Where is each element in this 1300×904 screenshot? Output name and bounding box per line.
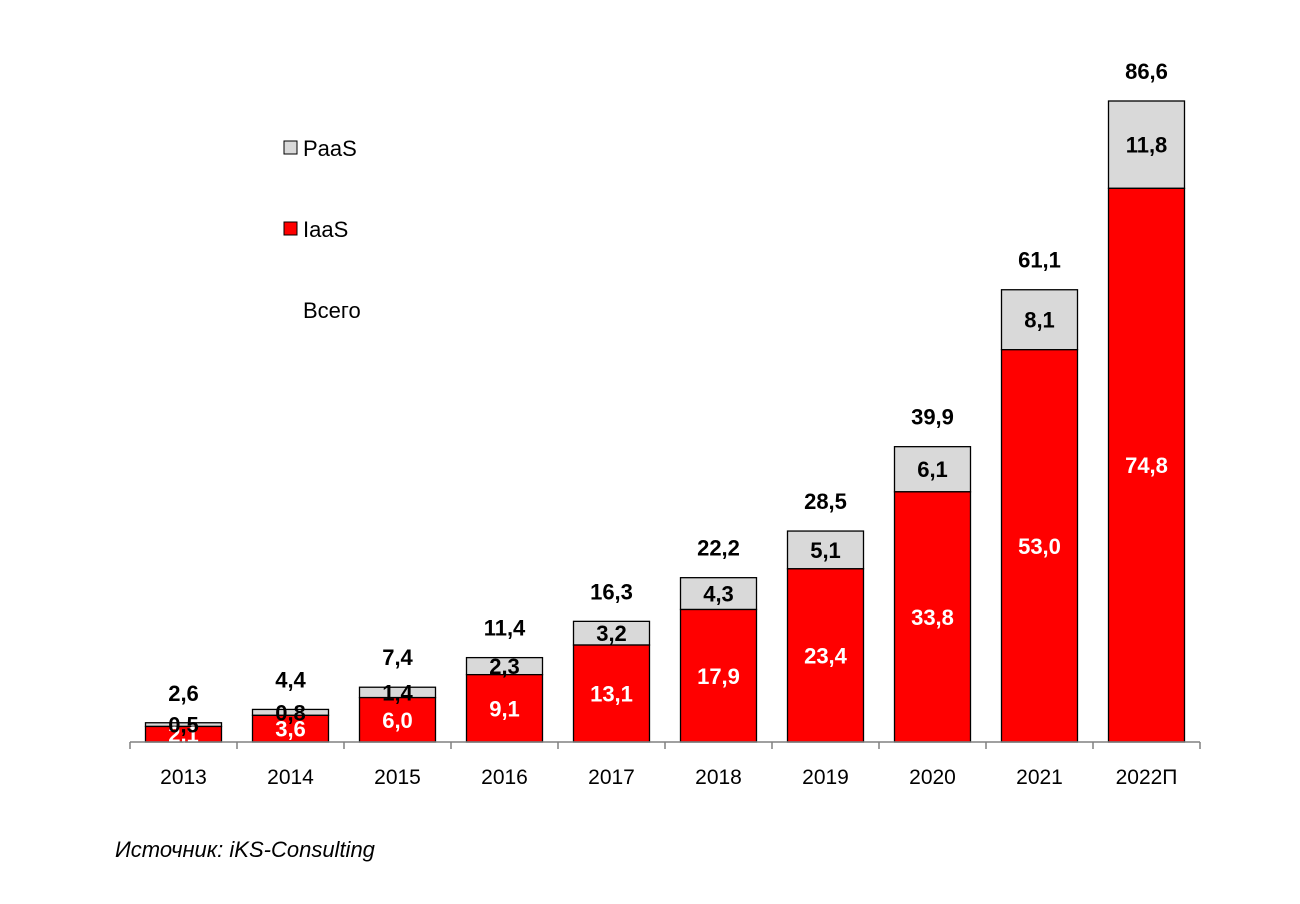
legend-label-total: Всего	[303, 298, 361, 323]
label-iaas-2015: 6,0	[382, 708, 413, 733]
tick-label-2019: 2019	[802, 766, 849, 789]
label-iaas-2014: 3,6	[275, 717, 306, 742]
label-total-2014: 4,4	[275, 667, 306, 692]
label-total-2015: 7,4	[382, 645, 413, 670]
bar-paas-2018	[679, 577, 758, 611]
label-iaas-2020: 33,8	[911, 605, 954, 630]
label-total-2017: 16,3	[590, 579, 633, 604]
bars-layer: 2,10,5 2,6 3,60,8 4,4 6,0 1,4 7,4 9,1 2,3 11,4 13,…	[144, 59, 1186, 747]
label-iaas-2018: 17,9	[697, 664, 740, 689]
label-iaas-2016: 9,1	[489, 696, 520, 721]
bar-iaas-2015	[358, 696, 437, 743]
label-iaas-2019: 23,4	[804, 643, 848, 668]
label-paas-2020: 6,1	[917, 457, 948, 482]
tick-label-2015: 2015	[374, 766, 421, 789]
label-total-2013: 2,6	[168, 681, 199, 706]
legend-label-paas: PaaS	[303, 136, 357, 161]
label-total-2018: 22,2	[697, 536, 740, 561]
legend: PaaS IaaS Всего	[283, 136, 361, 323]
label-iaas-2022П: 74,8	[1125, 453, 1168, 478]
source-note: Источник: iKS-Consulting	[115, 837, 376, 862]
tick-label-2017: 2017	[588, 766, 635, 789]
tick-label-2022П: 2022П	[1116, 766, 1178, 789]
tick-label-2018: 2018	[695, 766, 742, 789]
tick-label-2021: 2021	[1016, 766, 1063, 789]
legend-label-iaas: IaaS	[303, 217, 348, 242]
label-total-2019: 28,5	[804, 489, 847, 514]
label-total-2021: 61,1	[1018, 248, 1061, 273]
bar-iaas-2020	[893, 491, 972, 743]
bar-iaas-2019	[786, 568, 865, 743]
bar-iaas-2021	[1000, 349, 1079, 743]
label-iaas-2021: 53,0	[1018, 534, 1061, 559]
bar-paas-2022П	[1107, 100, 1186, 189]
bar-paas-2019	[786, 530, 865, 570]
label-paas-2021: 8,1	[1024, 308, 1055, 333]
label-paas-2018: 4,3	[703, 582, 734, 607]
bar-paas-2020	[893, 446, 972, 493]
label-paas-2022П: 11,8	[1126, 133, 1168, 158]
legend-swatch-paas	[283, 140, 298, 155]
label-iaas-2013: 2,1	[168, 722, 199, 747]
label-paas-2017: 3,2	[596, 621, 627, 646]
bar-iaas-2022П	[1107, 187, 1186, 743]
label-total-2022П: 86,6	[1125, 59, 1168, 84]
label-paas-2016: 2,3	[489, 654, 520, 679]
bar-paas-2021	[1000, 289, 1079, 351]
label-paas-2014: 0,8	[275, 700, 306, 725]
x-axis: 2013 2014 2015 2016 2017 2018 2019 2020 2021 2022…	[129, 741, 1201, 789]
tick-label-2013: 2013	[160, 766, 207, 789]
tick-label-2020: 2020	[909, 766, 956, 789]
legend-swatch-iaas	[283, 221, 298, 236]
label-total-2020: 39,9	[911, 405, 954, 430]
label-paas-2013: 0,5	[168, 713, 199, 738]
bar-iaas-2016	[465, 673, 544, 743]
label-paas-2015: 1,4	[382, 680, 413, 705]
label-total-2016: 11,4	[484, 616, 526, 641]
tick-label-2014: 2014	[267, 766, 314, 789]
label-iaas-2017: 13,1	[590, 682, 633, 707]
bar-iaas-2017	[572, 644, 651, 743]
label-paas-2019: 5,1	[810, 538, 841, 563]
tick-label-2016: 2016	[481, 766, 528, 789]
